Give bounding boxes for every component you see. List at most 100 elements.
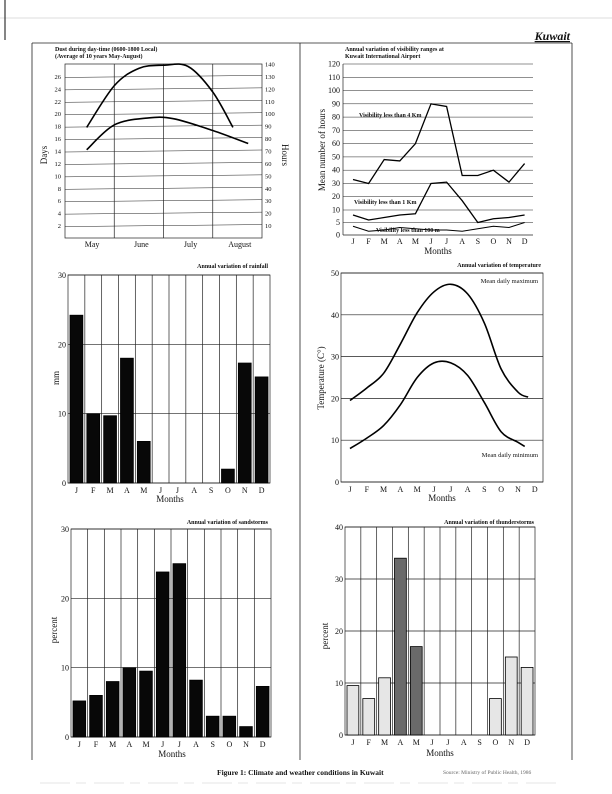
visibility-ylabel: Mean number of hours [317,108,327,191]
y-tick-label: 5 [336,218,340,227]
month-label: O [226,740,232,749]
y-tick-label: 90 [332,99,340,108]
bar [378,677,391,736]
bar [120,357,134,484]
month-label: J [75,486,78,495]
y-tick-label: 24 [55,86,62,93]
y-tick-label: 30 [61,525,69,534]
y-tick-label: 40 [332,166,340,175]
temperature-curve [349,283,529,402]
month-label: J [159,486,162,495]
month-label: D [532,485,538,494]
y-tick-label: 20 [58,340,66,349]
month-label: F [94,740,99,749]
series-label: Visibility less than 4 Km [359,113,421,119]
month-label: F [365,485,370,494]
month-label: M [381,237,388,246]
y2-tick-label: 20 [265,211,272,218]
bar [86,413,101,484]
month-label: J [178,740,181,749]
temperature-title: Annual variation of temperature [457,263,541,269]
y2-tick-label: 110 [265,99,275,106]
y-tick-label: 0 [339,731,343,740]
bar [72,700,87,738]
month-label: J [449,485,452,494]
bar [189,679,203,738]
rainfall-xlabel: Months [156,494,184,504]
month-label: A [191,486,197,495]
y2-tick-label: 30 [265,198,272,205]
month-label: D [259,486,265,495]
rainfall-chart: Annual variation of rainfall mm Months 0… [51,264,271,504]
month-label: J [176,486,179,495]
month-label: S [209,486,213,495]
y-tick-label: 60 [332,139,340,148]
y-tick-label: 8 [58,186,61,193]
month-label: M [414,485,421,494]
y-tick-label: 10 [61,664,69,673]
month-label: F [366,237,371,246]
month-label: M [413,738,420,747]
y2-tick-label: 50 [265,173,272,180]
month-label: O [225,486,231,495]
visibility-series-line [352,221,525,232]
y-tick-label: 110 [328,73,340,82]
series-label: Mean daily maximum [481,278,538,285]
temperature-curve [349,360,526,450]
bar [520,667,534,736]
month-label: J [445,237,448,246]
month-label: S [476,237,480,246]
series-label: Visibility less than 1 Km [354,200,416,206]
y-tick-label: 120 [328,60,340,69]
bar [69,314,84,484]
y-tick-label: 30 [332,179,340,188]
bar [362,698,376,736]
month-label: August [228,240,252,249]
bar [136,440,151,484]
month-label: May [85,240,100,249]
month-label: J [431,738,434,747]
bar [409,646,423,736]
thunderstorms-xlabel: Months [426,748,454,758]
figure-caption: Figure 1: Climate and weather conditions… [217,768,384,777]
month-label: M [109,740,116,749]
y-tick-label: 50 [331,269,339,278]
y2-tick-label: 80 [265,136,272,143]
month-label: N [506,237,512,246]
month-label: M [381,738,388,747]
visibility-title-line2: Kuwait International Airport [345,54,420,60]
month-label: A [459,237,465,246]
series-label: Mean daily minimum [482,452,538,459]
month-label: N [515,485,521,494]
y-tick-label: 2 [58,223,61,230]
temperature-ylabel: Temperature (C°) [316,346,326,409]
bar [504,656,518,736]
y-tick-label: 0 [336,231,340,240]
month-label: J [351,738,354,747]
bar [222,715,237,738]
y-tick-label: 20 [335,627,343,636]
y-tick-label: 12 [55,161,62,168]
month-label: July [184,240,197,249]
y-tick-label: 10 [331,436,339,445]
bar [139,670,153,738]
month-label: J [429,237,432,246]
y-tick-label: 10 [335,679,343,688]
thunderstorms-ylabel: percent [320,622,330,649]
temperature-xlabel: Months [428,493,456,503]
month-label: O [491,237,497,246]
month-label: S [210,740,214,749]
month-label: A [465,485,471,494]
temperature-chart: Annual variation of temperature Temperat… [316,263,544,503]
y-tick-label: 20 [61,594,69,603]
country-header: Kuwait [534,29,571,43]
month-label: A [461,738,467,747]
bar [103,415,117,484]
month-label: O [493,738,499,747]
month-label: F [91,486,96,495]
month-label: S [482,485,486,494]
visibility-series-line [352,181,525,224]
dust-title-line2: (Average of 10 years May-August) [55,53,143,60]
bar [255,685,270,738]
